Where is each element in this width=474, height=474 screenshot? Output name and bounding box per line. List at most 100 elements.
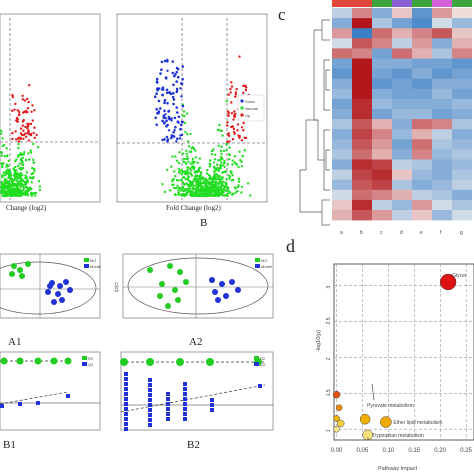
heatmap-cell	[332, 159, 352, 170]
volcano-point-down	[173, 116, 177, 120]
volcano-point	[175, 159, 179, 162]
volcano-point	[179, 134, 182, 137]
volcano-point	[178, 137, 182, 140]
volcano-point	[33, 136, 36, 139]
volcano-point	[0, 174, 4, 177]
volcano-point	[21, 184, 24, 187]
perm-b2-legend: R2 Q2	[254, 356, 266, 367]
score-point-group1	[177, 269, 183, 275]
heatmap-column-labels: a b c d e f g	[340, 230, 463, 236]
volcano-point	[36, 145, 40, 149]
volcano-point-up	[229, 91, 232, 94]
heatmap-cell	[352, 18, 372, 29]
volcano-point	[32, 142, 35, 146]
heatmap-cell	[392, 199, 412, 211]
perm-q2-point	[258, 384, 262, 388]
legend-q2-label: Q2	[88, 362, 94, 367]
volcano-point	[21, 161, 24, 164]
volcano-point	[18, 173, 21, 177]
score-point-group2	[223, 293, 229, 299]
volcano-point	[185, 152, 188, 155]
volcano-point	[229, 87, 232, 91]
heatmap-col-label: e	[420, 230, 423, 236]
volcano-point-down	[161, 88, 164, 91]
heatmap-cell	[412, 179, 432, 191]
volcano-point	[1, 165, 4, 169]
volcano-point	[221, 157, 224, 160]
volcano-point-down	[163, 101, 166, 104]
volcano-point	[192, 185, 196, 188]
heatmap-group-swatch	[452, 0, 472, 7]
volcano-point-up	[244, 88, 248, 92]
volcano-point	[182, 157, 186, 161]
volcano-point-up	[21, 98, 24, 101]
heatmap-cell	[352, 210, 372, 221]
volcano-point	[204, 185, 207, 188]
volcano-point	[30, 194, 34, 197]
volcano-point-up	[235, 87, 238, 91]
perm-r2-point	[0, 357, 8, 365]
heatmap-cell	[412, 68, 432, 79]
volcano-point-down	[157, 99, 161, 103]
volcano-point	[200, 193, 204, 197]
heatmap-group-swatch	[412, 0, 432, 7]
volcano-point	[26, 193, 29, 196]
volcano-point-up	[226, 110, 230, 113]
volcano-point	[13, 191, 17, 194]
volcano-point	[27, 152, 30, 155]
volcano-point	[187, 187, 190, 191]
volcano-point	[240, 126, 244, 129]
volcano-point	[21, 163, 24, 166]
heatmap-cell	[432, 129, 452, 140]
heatmap-cell	[412, 210, 432, 221]
volcano-point	[31, 119, 34, 122]
volcano-point-up	[29, 132, 33, 136]
volcano-point	[184, 171, 187, 174]
volcano-point	[186, 172, 189, 176]
volcano-point	[15, 188, 18, 191]
volcano-point	[200, 181, 203, 184]
volcano-point-down	[170, 136, 173, 140]
volcano-point	[34, 191, 38, 195]
volcano-point	[0, 192, 3, 195]
heatmap-cell	[392, 8, 412, 19]
panel-label-b1: B1	[3, 439, 16, 451]
volcano-point-up	[236, 123, 240, 126]
volcano-point	[195, 191, 198, 194]
heatmap-col-label: c	[380, 230, 383, 236]
volcano-point	[30, 110, 33, 114]
heatmap-cells	[332, 8, 472, 221]
score-point-group1	[165, 303, 171, 309]
pathway-point-labels: Glycer Pyruvate metabolism Ether lipid met…	[367, 273, 467, 439]
heatmap-cell	[332, 119, 352, 130]
perm-q2-point	[0, 404, 4, 408]
heatmap-cell	[372, 119, 392, 130]
volcano-point-up	[16, 120, 19, 123]
volcano-point	[21, 133, 24, 137]
volcano-point	[196, 186, 200, 189]
volcano-point-down	[157, 110, 161, 113]
volcano-point	[218, 176, 221, 180]
heatmap-cell	[332, 210, 352, 221]
volcano-point	[27, 158, 31, 161]
volcano-point	[24, 191, 27, 195]
pathway-frame	[333, 263, 474, 441]
heatmap-cell	[372, 8, 392, 19]
volcano-point	[224, 170, 228, 173]
volcano-point	[199, 172, 202, 176]
volcano-point	[192, 162, 195, 165]
volcano-point-down	[156, 111, 159, 115]
volcano-point	[13, 171, 17, 174]
volcano-point-down	[180, 82, 183, 85]
volcano-point	[209, 159, 212, 162]
volcano-point-up	[26, 97, 29, 101]
pathway-point	[333, 425, 340, 433]
volcano-point-down	[171, 95, 175, 99]
volcano-point	[217, 128, 220, 132]
heatmap-cell	[372, 88, 392, 100]
heatmap-cell	[352, 159, 372, 170]
perm-r2-point	[64, 357, 72, 365]
volcano-point	[217, 144, 220, 147]
heatmap-cell	[432, 159, 452, 170]
heatmap-cell	[352, 28, 372, 39]
